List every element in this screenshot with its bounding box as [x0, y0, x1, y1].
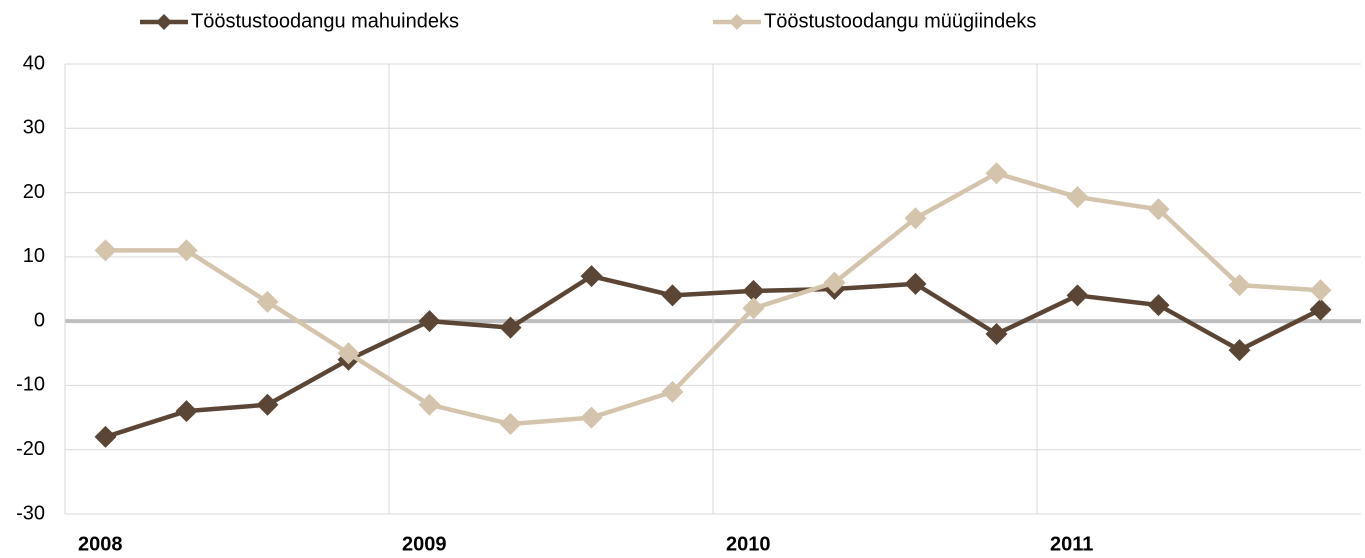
x-tick-label: 2010	[726, 533, 771, 555]
marker	[256, 393, 279, 416]
marker	[661, 284, 684, 307]
marker	[1066, 284, 1089, 307]
marker	[418, 393, 441, 416]
marker	[1228, 274, 1251, 297]
legend-marker	[729, 14, 745, 30]
marker	[661, 380, 684, 403]
x-tick-label: 2009	[402, 533, 447, 555]
marker	[499, 316, 522, 339]
marker	[337, 342, 360, 365]
marker	[985, 323, 1008, 345]
marker	[985, 162, 1008, 185]
marker	[580, 406, 603, 429]
marker	[256, 290, 279, 313]
marker	[94, 425, 117, 448]
y-tick-label: -10	[16, 374, 45, 396]
marker	[175, 239, 198, 262]
marker	[823, 271, 846, 294]
y-tick-label: 10	[23, 245, 45, 267]
x-tick-label: 2008	[78, 533, 123, 555]
marker	[1066, 186, 1089, 209]
legend-marker	[156, 14, 172, 30]
marker	[1309, 279, 1332, 302]
series-line	[104, 273, 1322, 440]
marker	[175, 400, 198, 423]
marker	[94, 239, 117, 262]
y-tick-label: -30	[16, 502, 45, 524]
x-tick-label: 2011	[1050, 533, 1093, 555]
marker	[1147, 294, 1170, 317]
marker	[742, 297, 765, 320]
marker	[418, 310, 441, 333]
y-tick-label: 20	[23, 181, 45, 203]
marker	[904, 272, 927, 295]
legend-label: Tööstustoodangu müügiindeks	[764, 10, 1036, 32]
marker	[904, 207, 927, 230]
y-tick-label: -20	[16, 438, 45, 460]
series-line	[105, 171, 1321, 427]
marker	[1309, 298, 1332, 321]
marker	[742, 279, 765, 302]
marker	[1147, 198, 1170, 221]
marker	[499, 413, 522, 435]
legend-label: Tööstustoodangu mahuindeks	[191, 10, 459, 32]
marker	[1228, 339, 1251, 362]
y-tick-label: 30	[23, 117, 45, 139]
marker	[580, 265, 603, 288]
y-tick-label: 0	[34, 309, 45, 331]
y-tick-label: 40	[23, 52, 45, 74]
